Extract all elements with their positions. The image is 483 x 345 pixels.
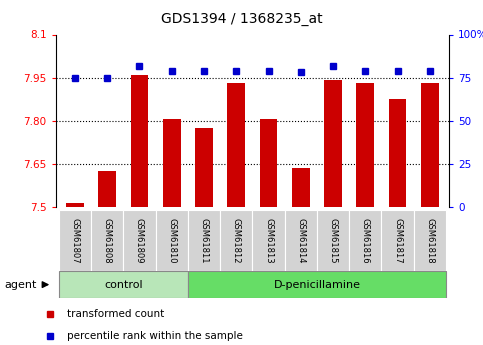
Bar	[227, 83, 245, 207]
Bar	[130, 75, 148, 207]
Text: agent: agent	[5, 280, 37, 289]
Bar	[99, 171, 116, 207]
Bar	[188, 210, 220, 271]
Text: GSM61815: GSM61815	[328, 218, 338, 263]
Text: GSM61813: GSM61813	[264, 218, 273, 264]
Bar	[91, 210, 123, 271]
Bar	[356, 83, 374, 207]
Bar	[349, 210, 382, 271]
Bar	[66, 203, 84, 207]
Text: GSM61816: GSM61816	[361, 218, 370, 264]
Bar	[123, 210, 156, 271]
Bar	[389, 99, 406, 207]
Bar	[260, 119, 277, 207]
Bar	[284, 210, 317, 271]
Text: GSM61811: GSM61811	[199, 218, 209, 263]
Bar	[317, 210, 349, 271]
Bar	[421, 83, 439, 207]
Text: GDS1394 / 1368235_at: GDS1394 / 1368235_at	[161, 12, 322, 26]
Bar	[195, 128, 213, 207]
Bar	[253, 210, 284, 271]
Text: control: control	[104, 280, 142, 289]
Text: GSM61808: GSM61808	[103, 218, 112, 264]
Bar	[220, 210, 253, 271]
Text: GSM61812: GSM61812	[232, 218, 241, 263]
Text: transformed count: transformed count	[67, 309, 164, 318]
Bar	[59, 210, 91, 271]
Text: GSM61809: GSM61809	[135, 218, 144, 263]
Text: GSM61817: GSM61817	[393, 218, 402, 264]
Text: GSM61818: GSM61818	[426, 218, 434, 264]
Bar	[382, 210, 414, 271]
Text: GSM61814: GSM61814	[296, 218, 305, 263]
Bar	[59, 271, 188, 298]
Text: D-penicillamine: D-penicillamine	[273, 280, 360, 289]
Bar	[292, 168, 310, 207]
Text: GSM61810: GSM61810	[167, 218, 176, 263]
Text: percentile rank within the sample: percentile rank within the sample	[67, 331, 243, 341]
Text: GSM61807: GSM61807	[71, 218, 79, 264]
Bar	[324, 80, 342, 207]
Bar	[414, 210, 446, 271]
Bar	[163, 119, 181, 207]
Bar	[188, 271, 446, 298]
Bar	[156, 210, 188, 271]
